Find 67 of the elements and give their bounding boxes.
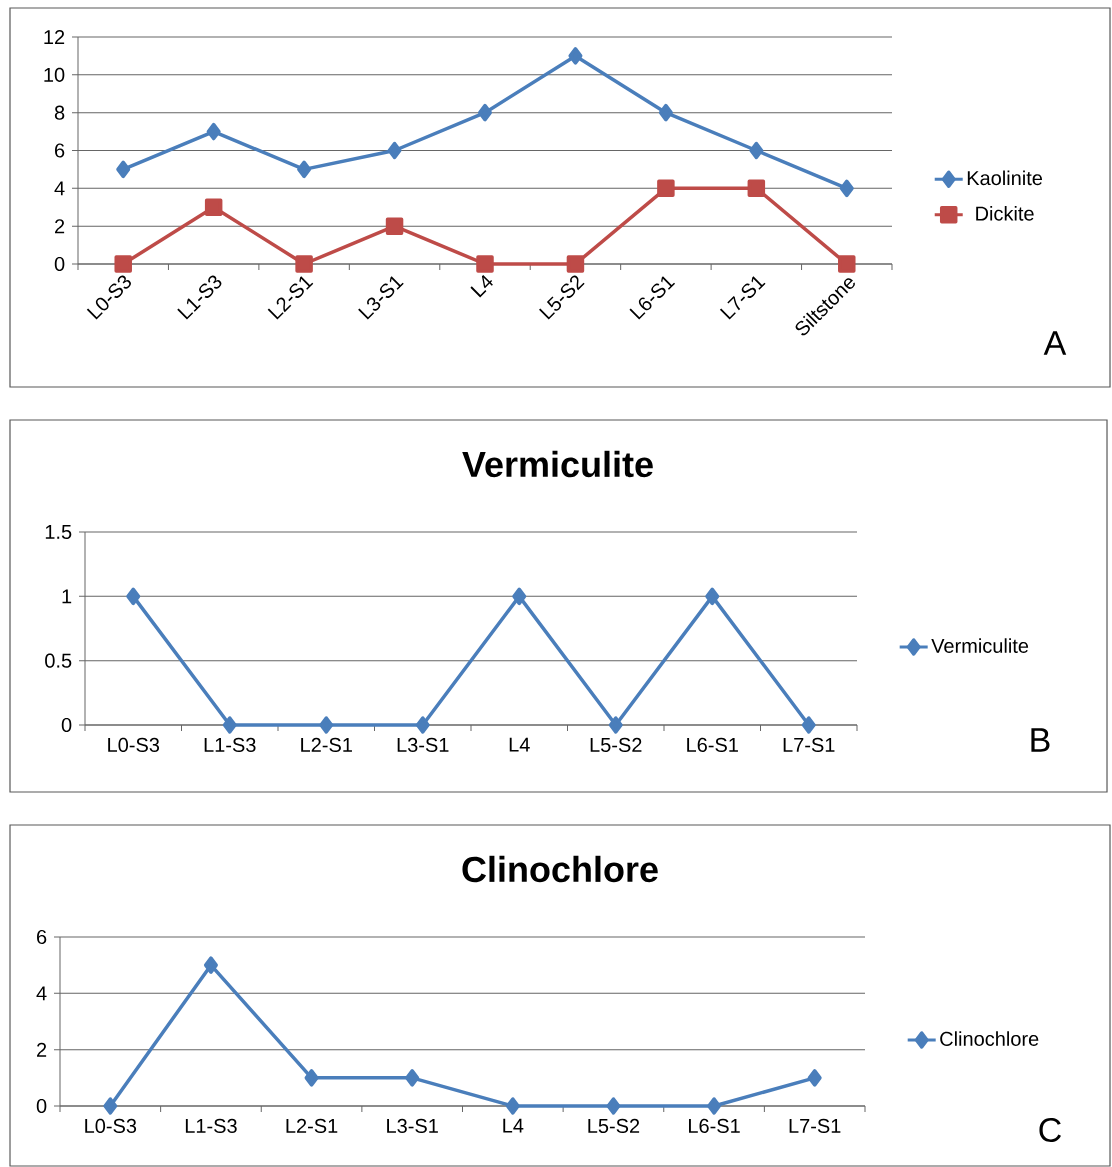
y-tick-label: 0: [54, 256, 65, 272]
y-tick-label: 12: [44, 30, 65, 44]
point: [103, 1097, 118, 1115]
x-tick-label: L5-S2: [590, 737, 642, 753]
x-tick-label: L2-S1: [301, 737, 352, 753]
point: [476, 255, 494, 273]
x-tick-label: L0-S3: [85, 1118, 137, 1134]
x-tick-label: L3-S1: [387, 1118, 438, 1134]
x-tick-label: L5-S2: [588, 1118, 640, 1134]
y-tick-label: 4: [36, 986, 47, 1001]
point: [657, 179, 675, 198]
legend-label: Vermiculite: [931, 638, 1029, 653]
y-tick-label: 0: [61, 717, 72, 733]
legend-label: Kaolinite: [967, 170, 1043, 186]
point: [838, 255, 856, 273]
x-tick-label: L1-S3: [204, 737, 256, 753]
y-tick-label: 6: [37, 929, 47, 945]
chart-title: Clinochlore: [462, 855, 658, 883]
point: [116, 160, 131, 179]
point: [566, 255, 585, 273]
y-tick-label: 2: [37, 1042, 47, 1057]
chart-title: Vermiculite: [462, 450, 653, 478]
point: [297, 160, 312, 179]
point: [203, 956, 218, 974]
point: [807, 1069, 822, 1087]
text: A: [1043, 331, 1067, 355]
y-tick-label: 1: [62, 589, 72, 604]
x-tick-label: L6-S1: [689, 1118, 740, 1134]
y-tick-label: 10: [44, 67, 65, 82]
point: [405, 1069, 420, 1087]
point: [568, 47, 583, 65]
y-tick-label: 1.5: [45, 525, 72, 539]
x-tick-label: L2-S1: [286, 1118, 338, 1134]
point: [387, 141, 402, 160]
y-tick-label: 0.5: [45, 653, 72, 668]
point: [658, 103, 673, 122]
legend-label: Dickite: [976, 205, 1034, 221]
point: [385, 217, 404, 235]
x-tick-label: L4: [503, 1118, 524, 1133]
y-tick-label: 6: [55, 143, 65, 158]
point: [206, 122, 221, 141]
point: [707, 1097, 722, 1115]
x-tick-label: L1-S3: [185, 1118, 237, 1134]
legend-label: Clinochlore: [940, 1031, 1039, 1046]
y-tick-label: 4: [54, 181, 65, 196]
x-tick-label: L4: [470, 274, 493, 298]
point: [505, 1097, 520, 1115]
point: [295, 255, 313, 273]
y-tick-label: 0: [36, 1098, 47, 1114]
x-tick-label: L7-S1: [783, 737, 835, 753]
point: [114, 255, 132, 273]
point: [304, 1069, 319, 1087]
text: B: [1031, 728, 1050, 752]
x-tick-label: L7-S1: [789, 1118, 841, 1134]
point: [204, 198, 223, 216]
x-tick-label: L3-S1: [397, 737, 449, 753]
point: [747, 179, 766, 198]
text: C: [1039, 1117, 1061, 1143]
y-tick-label: 2: [55, 219, 65, 234]
point: [749, 141, 764, 160]
x-tick-label: L6-S1: [687, 737, 738, 753]
point: [606, 1097, 621, 1115]
x-tick-label: L0-S3: [108, 737, 160, 753]
point: [839, 179, 854, 198]
y-tick-label: 8: [54, 105, 65, 120]
point: [478, 103, 492, 122]
x-tick-label: L4: [509, 737, 530, 752]
